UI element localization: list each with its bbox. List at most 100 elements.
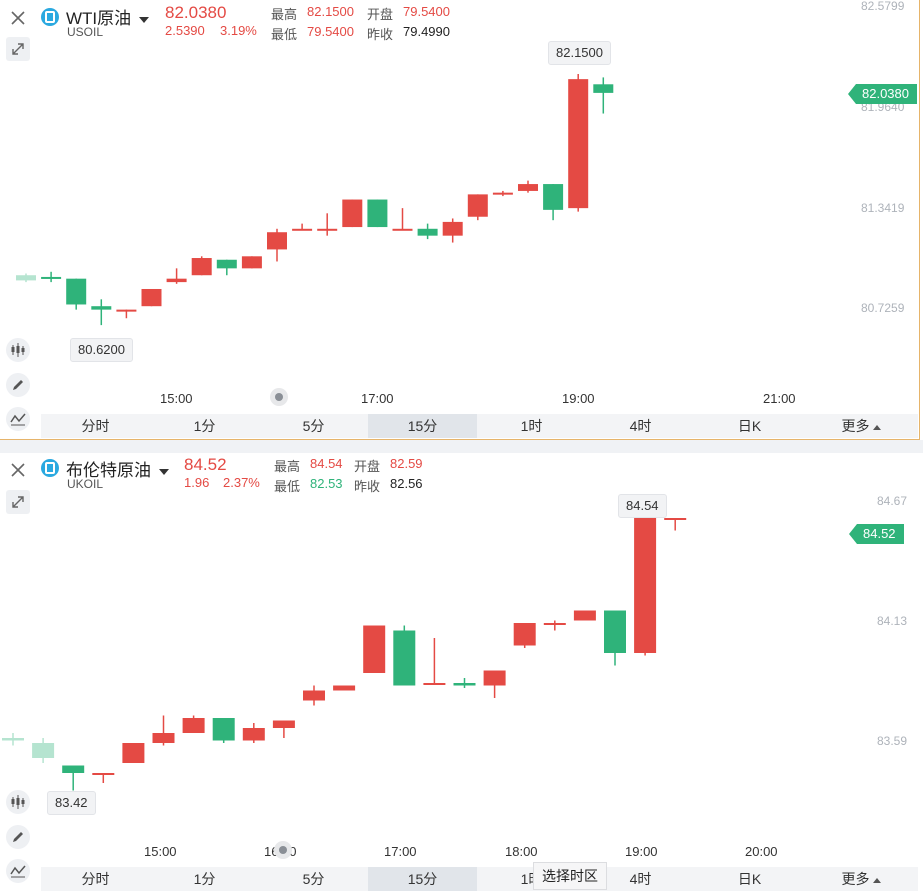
candle-body bbox=[317, 228, 338, 231]
indicator-icon[interactable] bbox=[6, 859, 30, 883]
candle bbox=[467, 194, 488, 221]
last-price: 84.52 bbox=[184, 455, 227, 474]
candle bbox=[333, 685, 356, 691]
tab-daily[interactable]: 日K bbox=[737, 418, 762, 434]
tab-4hour[interactable]: 4时 bbox=[629, 418, 652, 434]
tab-1min[interactable]: 1分 bbox=[193, 418, 216, 434]
x-tick: 19:00 bbox=[625, 844, 658, 859]
low-value: 82.53 bbox=[310, 476, 343, 491]
y-tick: 84.67 bbox=[877, 494, 908, 508]
high-label: 最高 bbox=[274, 459, 301, 474]
expand-icon[interactable] bbox=[6, 37, 30, 61]
candle bbox=[91, 299, 112, 326]
tab-5min[interactable]: 5分 bbox=[302, 871, 325, 887]
candle bbox=[367, 199, 388, 228]
candle-body bbox=[2, 738, 24, 741]
instrument-name[interactable]: 布伦特原油 bbox=[66, 456, 169, 481]
tab-15min[interactable]: 15分 bbox=[368, 414, 477, 438]
candle-body bbox=[92, 773, 115, 775]
candle bbox=[492, 190, 513, 197]
candle bbox=[122, 743, 145, 763]
tab-4hour[interactable]: 4时 bbox=[629, 871, 652, 887]
min-price-callout: 80.6200 bbox=[70, 338, 133, 362]
wti-chart-panel: WTI原油 USOIL 82.0380 2.5390 3.19% 最高 82.1… bbox=[0, 0, 923, 440]
tab-timeshare[interactable]: 分时 bbox=[81, 418, 110, 434]
last-price: 82.0380 bbox=[165, 3, 227, 22]
wti-logo-icon bbox=[41, 8, 59, 26]
candle bbox=[417, 223, 438, 240]
candle bbox=[513, 623, 536, 648]
scroll-handle[interactable] bbox=[274, 841, 292, 859]
tab-more[interactable]: 更多 bbox=[804, 414, 918, 438]
candle bbox=[363, 625, 386, 673]
candle-body bbox=[367, 199, 388, 228]
tab-5min[interactable]: 5分 bbox=[302, 418, 325, 434]
candle bbox=[272, 720, 295, 738]
instrument-symbol: USOIL bbox=[67, 25, 104, 39]
candle bbox=[41, 271, 62, 283]
pencil-icon[interactable] bbox=[6, 373, 30, 397]
low-label: 最低 bbox=[271, 27, 298, 42]
candle-body bbox=[423, 683, 446, 685]
brent-candlestick-chart[interactable] bbox=[0, 453, 923, 893]
y-tick: 80.7259 bbox=[861, 301, 905, 315]
candle bbox=[212, 718, 235, 743]
high-value: 82.1500 bbox=[307, 4, 354, 19]
x-tick: 15:00 bbox=[160, 391, 193, 406]
pencil-icon[interactable] bbox=[6, 825, 30, 849]
candle-body bbox=[363, 625, 386, 673]
candle bbox=[152, 715, 175, 746]
tab-timeshare[interactable]: 分时 bbox=[81, 871, 110, 887]
close-icon[interactable] bbox=[6, 6, 30, 30]
candlestick-type-icon[interactable] bbox=[6, 790, 30, 814]
open-value: 82.59 bbox=[390, 456, 423, 471]
interval-tabbar: 分时 1分 5分 15分 1时 4时 日K 更多 bbox=[41, 867, 918, 891]
candle bbox=[92, 773, 115, 783]
candle bbox=[62, 765, 85, 791]
candle-body bbox=[267, 232, 287, 250]
instrument-name[interactable]: WTI原油 bbox=[66, 4, 150, 29]
candle-body bbox=[442, 221, 463, 236]
candle-body bbox=[392, 228, 413, 231]
active-frame-border bbox=[919, 0, 920, 440]
candle-body bbox=[333, 685, 356, 691]
prev-close-label: 昨收 bbox=[367, 27, 394, 42]
tab-15min[interactable]: 15分 bbox=[368, 867, 477, 891]
indicator-icon[interactable] bbox=[6, 407, 30, 431]
tab-1hour[interactable]: 1时 bbox=[520, 418, 543, 434]
tab-more[interactable]: 更多 bbox=[804, 867, 918, 891]
candle-body bbox=[212, 718, 235, 741]
price-change: 1.96 bbox=[184, 475, 210, 490]
candle bbox=[568, 73, 589, 212]
candle-body bbox=[116, 309, 137, 312]
candle bbox=[442, 218, 463, 243]
candle-body bbox=[216, 259, 237, 269]
y-tick: 82.5799 bbox=[861, 0, 905, 13]
current-price-badge: 82.0380 bbox=[848, 84, 917, 104]
y-tick: 84.13 bbox=[877, 614, 908, 628]
chevron-up-icon bbox=[872, 424, 881, 430]
chevron-down-icon[interactable] bbox=[139, 16, 150, 23]
close-icon[interactable] bbox=[6, 458, 30, 482]
candlestick-type-icon[interactable] bbox=[6, 338, 30, 362]
high-label: 最高 bbox=[271, 7, 298, 22]
candle bbox=[664, 518, 687, 531]
chevron-down-icon[interactable] bbox=[159, 468, 169, 475]
expand-icon[interactable] bbox=[6, 490, 30, 514]
scroll-handle[interactable] bbox=[270, 388, 288, 406]
y-tick: 83.59 bbox=[877, 734, 908, 748]
tab-1min[interactable]: 1分 bbox=[193, 871, 216, 887]
max-price-callout: 82.1500 bbox=[548, 41, 611, 65]
candle-body bbox=[543, 623, 566, 625]
candle bbox=[292, 223, 313, 231]
open-value: 79.5400 bbox=[403, 4, 450, 19]
wti-candlestick-chart[interactable] bbox=[0, 0, 923, 440]
brent-chart-panel: 布伦特原油 UKOIL 84.52 1.96 2.37% 最高 84.54 开盘… bbox=[0, 453, 923, 893]
max-price-callout: 84.54 bbox=[618, 494, 667, 518]
tab-daily[interactable]: 日K bbox=[737, 871, 762, 887]
candle-body bbox=[593, 84, 614, 93]
candle bbox=[191, 256, 212, 276]
candle-body bbox=[272, 720, 295, 728]
candle bbox=[453, 678, 476, 688]
high-value: 84.54 bbox=[310, 456, 343, 471]
